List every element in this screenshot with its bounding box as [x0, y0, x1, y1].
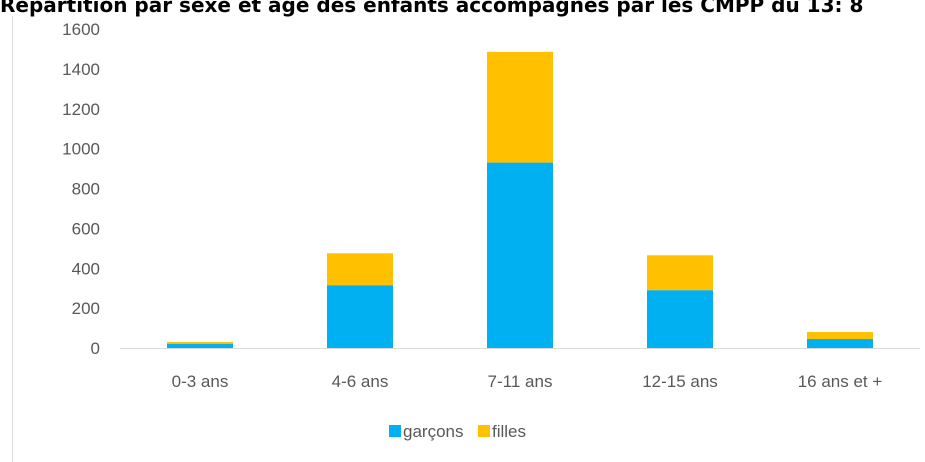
x-tick-label: 16 ans et +	[798, 372, 883, 391]
bar-garcons	[327, 285, 393, 348]
bar-filles	[807, 332, 873, 340]
bar-filles	[327, 253, 393, 286]
x-axis: 0-3 ans 4-6 ans 7-11 ans 12-15 ans 16 ans et…	[120, 348, 920, 391]
y-tick-label: 800	[72, 180, 100, 199]
bar-filles	[487, 51, 553, 163]
y-tick-label: 200	[72, 299, 100, 318]
legend-label: garçons	[403, 422, 463, 441]
legend-swatch	[389, 425, 401, 437]
y-tick-label: 1000	[62, 140, 100, 159]
legend: garçons filles	[389, 422, 526, 441]
y-tick-label: 1600	[62, 20, 100, 39]
bar-garcons	[167, 344, 233, 348]
x-tick-label: 0-3 ans	[172, 372, 229, 391]
chart-title: Répartition par sexe et âge des enfants …	[0, 0, 864, 17]
bar-filles	[167, 342, 233, 345]
bar-garcons	[487, 162, 553, 348]
legend-swatch	[478, 425, 490, 437]
bar-garcons	[647, 290, 713, 348]
y-tick-label: 0	[91, 339, 100, 358]
bar-filles	[647, 255, 713, 291]
y-axis: 0 200 400 600 800 1000 1200 1400 1600	[62, 20, 100, 358]
y-tick-label: 1400	[62, 60, 100, 79]
bars	[167, 51, 873, 348]
y-tick-label: 400	[72, 259, 100, 278]
x-tick-label: 7-11 ans	[488, 372, 553, 391]
legend-label: filles	[492, 422, 526, 441]
chart-frame-border	[12, 16, 13, 462]
x-tick-label: 4-6 ans	[332, 372, 389, 391]
bar-garcons	[807, 339, 873, 348]
y-tick-label: 600	[72, 219, 100, 238]
y-tick-label: 1200	[62, 100, 100, 119]
x-tick-label: 12-15 ans	[642, 372, 718, 391]
